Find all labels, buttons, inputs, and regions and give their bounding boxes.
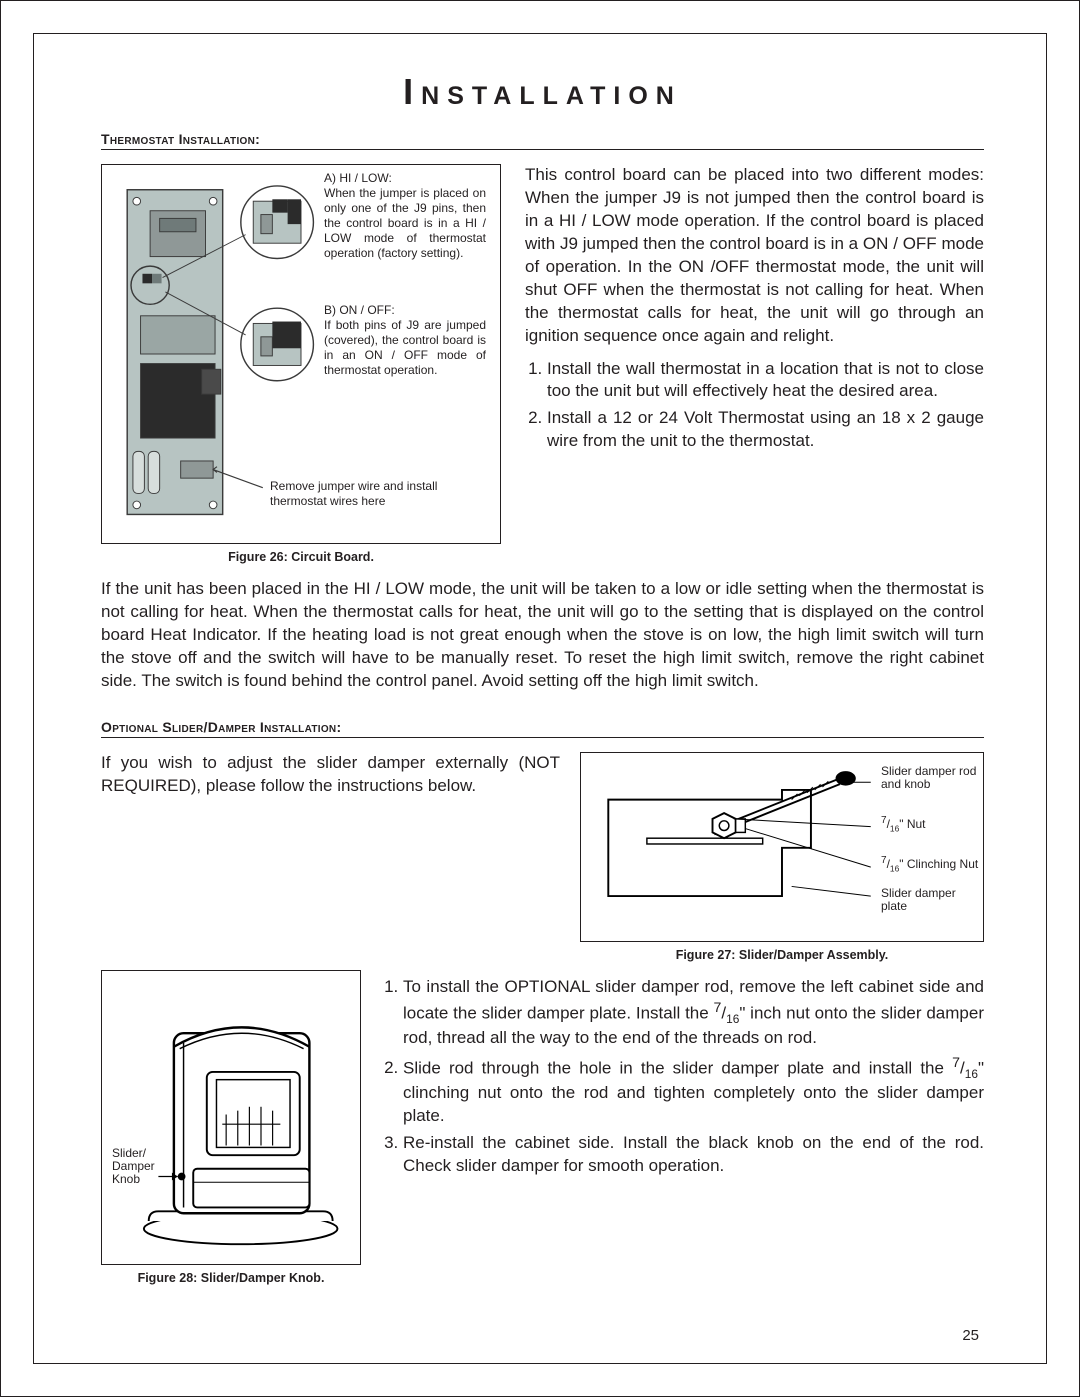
section2-steps: To install the OPTIONAL slider damper ro… <box>381 976 984 1178</box>
figure-28-svg <box>110 979 352 1250</box>
label-rod: Slider damper rod and knob <box>881 765 977 791</box>
section-heading-thermostat: Thermostat Installation: <box>101 131 984 150</box>
section2-intro: If you wish to adjust the slider damper … <box>101 752 560 962</box>
figure-28-caption: Figure 28: Slider/Damper Knob. <box>101 1271 361 1285</box>
section2-step-3: Re-install the cabinet side. Install the… <box>403 1132 984 1178</box>
figure-27-caption: Figure 27: Slider/Damper Assembly. <box>580 948 984 962</box>
label-clinch: 7/16" Clinching Nut <box>881 855 981 874</box>
callout-b-body: If both pins of J9 are jumped (covered),… <box>324 318 486 377</box>
section1-body2: If the unit has been placed in the HI / … <box>101 578 984 693</box>
page-title: Installation <box>101 71 984 113</box>
callout-b: B) ON / OFF: If both pins of J9 are jump… <box>324 303 486 378</box>
section-heading-slider: Optional Slider/Damper Installation: <box>101 719 984 738</box>
callout-a: A) HI / LOW: When the jumper is placed o… <box>324 171 486 261</box>
figure-27-box: Slider damper rod and knob 7/16" Nut 7/1… <box>580 752 984 942</box>
label-nut: 7/16" Nut <box>881 815 977 834</box>
callout-b-title: B) ON / OFF: <box>324 303 395 317</box>
section2-step-2: Slide rod through the hole in the slider… <box>403 1054 984 1128</box>
page-number: 25 <box>962 1327 979 1344</box>
callout-c: Remove jumper wire and install thermosta… <box>270 479 480 509</box>
callout-a-body: When the jumper is placed on only one of… <box>324 186 486 260</box>
section1-step-2: Install a 12 or 24 Volt Thermostat using… <box>547 407 984 453</box>
label-plate: Slider damper plate <box>881 887 981 913</box>
fig28-label: Slider/ Damper Knob <box>112 1147 155 1187</box>
figure-26-caption: Figure 26: Circuit Board. <box>101 550 501 564</box>
section1-steps: Install the wall thermostat in a locatio… <box>525 358 984 454</box>
figure-26-box: A) HI / LOW: When the jumper is placed o… <box>101 164 501 544</box>
section1-step-1: Install the wall thermostat in a locatio… <box>547 358 984 404</box>
callout-a-title: A) HI / LOW: <box>324 171 392 185</box>
figure-28-box: Slider/ Damper Knob <box>101 970 361 1265</box>
section1-intro: This control board can be placed into tw… <box>525 164 984 348</box>
section2-step-1: To install the OPTIONAL slider damper ro… <box>403 976 984 1050</box>
